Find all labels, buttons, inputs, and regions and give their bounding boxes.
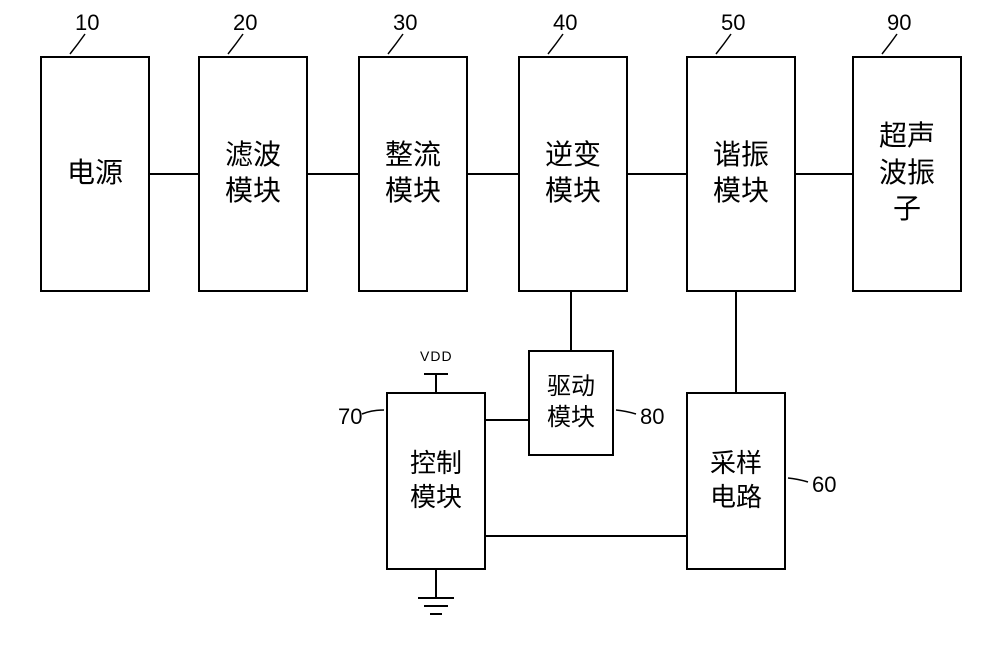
block-label: 控制 模块: [410, 447, 462, 515]
block-n20: 滤波 模块: [198, 56, 308, 292]
ref-label-n70: 70: [338, 404, 362, 430]
leader-line: [70, 34, 85, 54]
ref-label-n90: 90: [887, 10, 911, 36]
block-n40: 逆变 模块: [518, 56, 628, 292]
ref-label-n50: 50: [721, 10, 745, 36]
leader-line: [788, 478, 808, 482]
leader-line: [388, 34, 403, 54]
ground-symbol-icon: [418, 570, 454, 614]
block-label: 电源: [67, 156, 123, 192]
block-label: 谐振 模块: [713, 138, 769, 211]
block-n10: 电源: [40, 56, 150, 292]
ref-label-n60: 60: [812, 472, 836, 498]
diagram-canvas: 电源 滤波 模块 整流 模块 逆变 模块 谐振 模块 超声 波振 子驱动 模块控制 模块 采…: [0, 0, 1000, 655]
block-label: 驱动 模块: [547, 372, 595, 434]
leader-line: [716, 34, 731, 54]
leader-line: [362, 410, 384, 414]
leader-line: [228, 34, 243, 54]
block-n60: 采样 电路: [686, 392, 786, 570]
block-label: 超声 波振 子: [879, 119, 935, 228]
leader-line: [616, 410, 636, 414]
ref-label-n80: 80: [640, 404, 664, 430]
block-n90: 超声 波振 子: [852, 56, 962, 292]
block-n80: 驱动 模块: [528, 350, 614, 456]
wire-overlay: [0, 0, 1000, 655]
block-label: 采样 电路: [710, 447, 762, 515]
leader-line: [882, 34, 897, 54]
vdd-symbol-icon: [424, 374, 448, 392]
block-label: 整流 模块: [385, 138, 441, 211]
leader-line: [548, 34, 563, 54]
block-n70: 控制 模块: [386, 392, 486, 570]
vdd-label: VDD: [420, 348, 453, 364]
ref-label-n40: 40: [553, 10, 577, 36]
ref-label-n20: 20: [233, 10, 257, 36]
ref-label-n10: 10: [75, 10, 99, 36]
block-n30: 整流 模块: [358, 56, 468, 292]
block-n50: 谐振 模块: [686, 56, 796, 292]
ref-label-n30: 30: [393, 10, 417, 36]
block-label: 逆变 模块: [545, 138, 601, 211]
block-label: 滤波 模块: [225, 138, 281, 211]
